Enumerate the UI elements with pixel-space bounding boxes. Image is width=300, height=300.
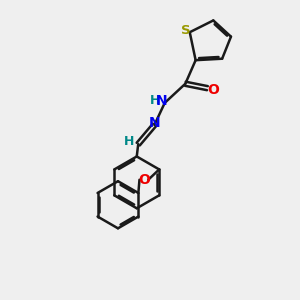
Text: H: H [124,135,135,148]
Text: O: O [139,173,150,187]
Text: O: O [207,82,219,97]
Text: N: N [156,94,168,107]
Text: S: S [182,24,191,37]
Text: H: H [150,94,160,107]
Text: N: N [148,116,160,130]
